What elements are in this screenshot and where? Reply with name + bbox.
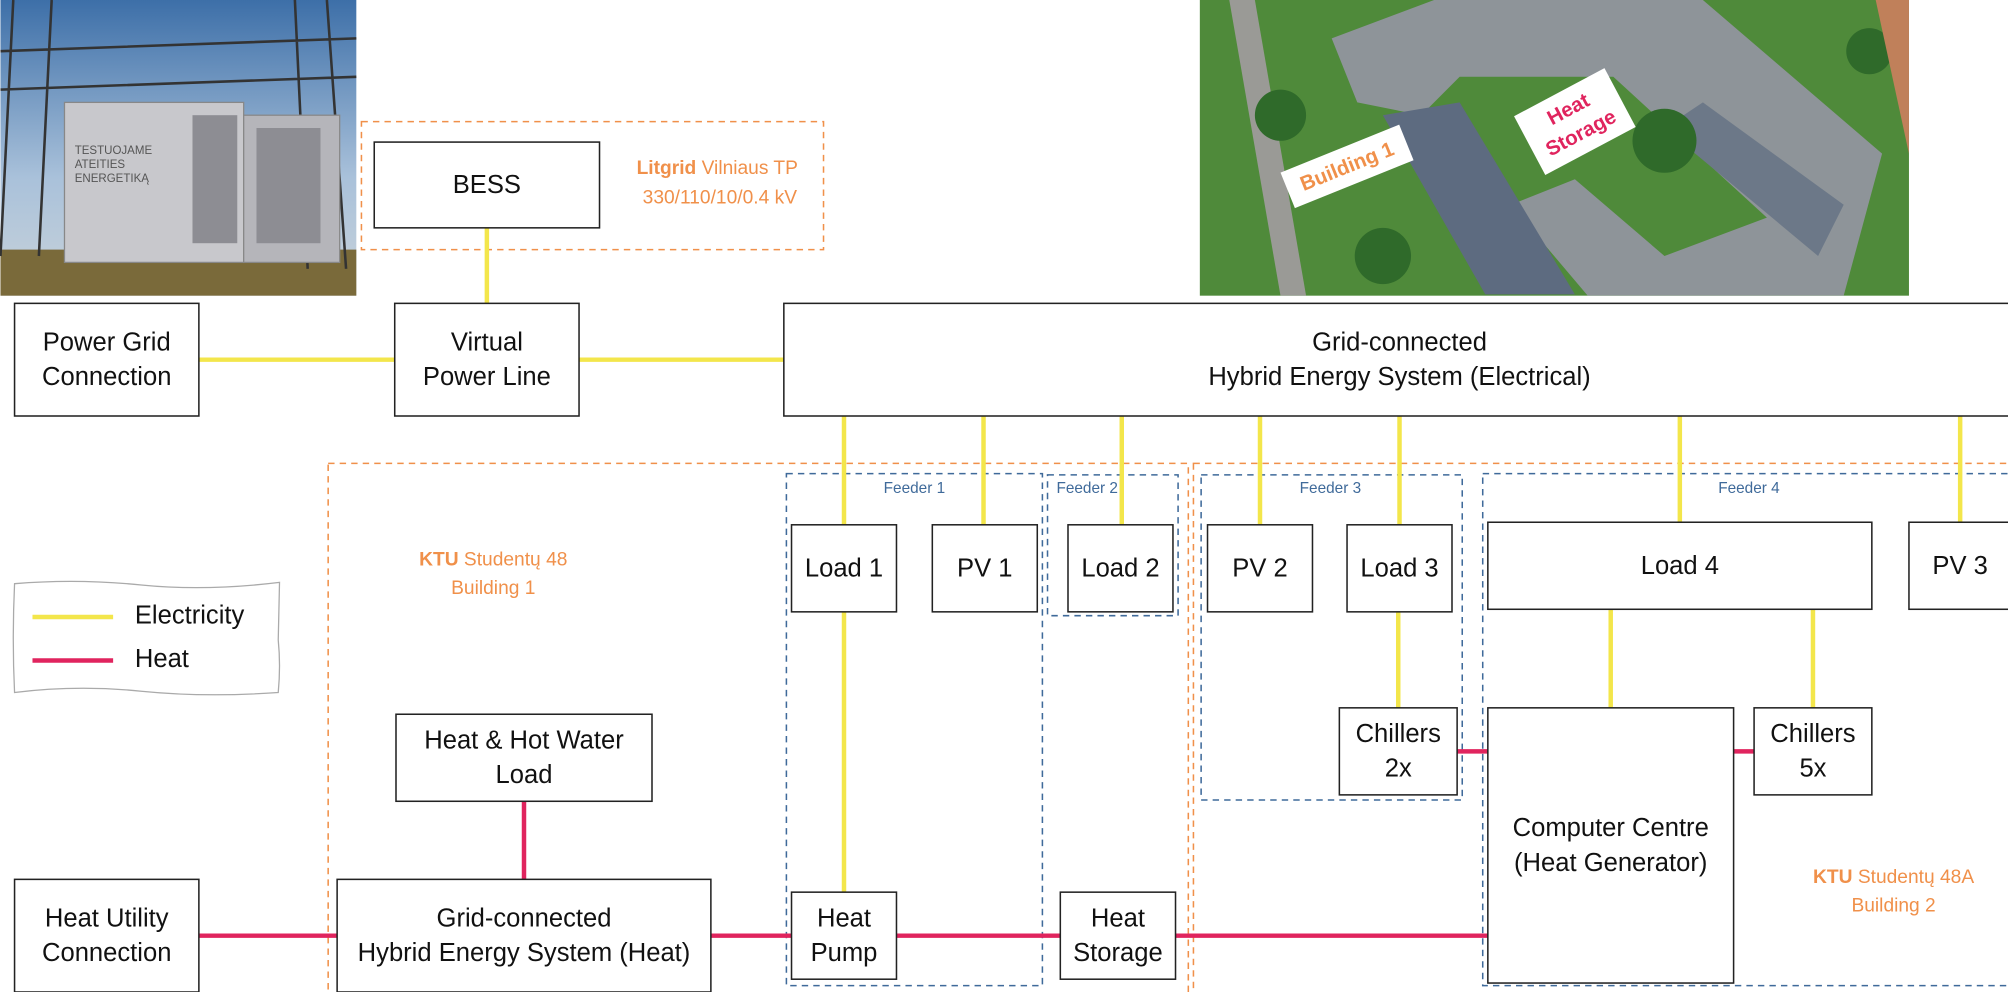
node-box xyxy=(931,524,1039,613)
node-label: Grid-connected xyxy=(437,904,612,932)
node-box xyxy=(13,302,200,417)
node-box xyxy=(336,878,712,993)
node-box xyxy=(790,524,898,613)
node-box xyxy=(1338,707,1458,796)
node-box xyxy=(1059,891,1177,980)
heat-lines xyxy=(198,749,1755,938)
node-box xyxy=(395,713,653,803)
region-label: KTU Studentų 48A xyxy=(1813,867,1974,888)
feeder-border xyxy=(1200,474,1464,801)
node-label: PV 3 xyxy=(1932,552,1987,580)
aerial-photo: Building 1 Heat Storage xyxy=(1199,0,1909,296)
photo-text: ATEITIES xyxy=(75,159,126,171)
node-box xyxy=(1487,707,1735,984)
node-label: Computer Centre xyxy=(1513,814,1709,842)
node-label: BESS xyxy=(453,171,521,199)
node-box xyxy=(1067,524,1174,613)
node-box xyxy=(1206,524,1314,613)
node-label: Pump xyxy=(811,939,878,967)
legend: Electricity Heat xyxy=(12,580,281,696)
feeder-label: Feeder 2 xyxy=(1056,480,1117,497)
node-label: Load 1 xyxy=(805,554,883,582)
node-label: Hybrid Energy System (Electrical) xyxy=(1208,363,1590,391)
node-label: PV 1 xyxy=(957,554,1012,582)
feeder-label: Feeder 1 xyxy=(884,480,945,497)
node-label: Heat xyxy=(1091,904,1145,932)
node-label: Power Line xyxy=(423,363,551,391)
region-border xyxy=(360,120,825,251)
node-label: 2x xyxy=(1385,755,1412,783)
region-border xyxy=(1192,462,2008,997)
region-border xyxy=(327,462,1190,997)
node-label: Load 4 xyxy=(1641,552,1719,580)
node-label: Heat xyxy=(817,904,871,932)
node-label: Load xyxy=(496,761,553,789)
node-label: Storage xyxy=(1073,939,1163,967)
node-box xyxy=(1908,521,2008,611)
node-label: Load 2 xyxy=(1081,554,1159,582)
node-box xyxy=(393,302,580,417)
node-label: Hybrid Energy System (Heat) xyxy=(358,939,691,967)
node-label: PV 2 xyxy=(1232,554,1287,582)
node-label: (Heat Generator) xyxy=(1514,849,1707,877)
node-box xyxy=(13,878,200,993)
node-box xyxy=(1487,521,1873,611)
node-label: Chillers xyxy=(1356,720,1441,748)
region-label: Litgrid Vilniaus TP xyxy=(637,158,798,179)
electric-lines xyxy=(198,227,1963,893)
feeder-border xyxy=(1481,472,2008,987)
node-label: Chillers xyxy=(1770,720,1855,748)
photo-text: ENERGETIKĄ xyxy=(75,173,150,185)
node-label: Virtual xyxy=(451,328,523,356)
node-box xyxy=(790,891,898,980)
node-box xyxy=(373,141,601,229)
feeder-label: Feeder 3 xyxy=(1300,480,1361,497)
node-box xyxy=(1346,524,1453,613)
feeder-label: Feeder 4 xyxy=(1718,480,1780,497)
legend-label: Electricity xyxy=(135,602,245,630)
nodes: BESS Power Grid Connection Virtual Power Lin… xyxy=(13,141,2008,993)
node-label: Grid-connected xyxy=(1312,328,1487,356)
feeder-border xyxy=(785,472,1044,987)
region-label: 330/110/10/0.4 kV xyxy=(643,187,798,208)
legend-label: Heat xyxy=(135,645,189,673)
node-label: Heat Utility xyxy=(45,904,169,932)
region-label: Building 1 xyxy=(451,578,535,599)
node-box xyxy=(783,302,2008,417)
node-label: Connection xyxy=(42,363,171,391)
region-label: Building 2 xyxy=(1851,895,1935,916)
bess-photo: TESTUOJAME ATEITIES ENERGETIKĄ xyxy=(0,0,357,296)
node-label: 5x xyxy=(1799,755,1826,783)
node-label: Power Grid xyxy=(43,328,171,356)
node-label: Heat & Hot Water xyxy=(424,727,624,755)
node-label: Connection xyxy=(42,939,171,967)
region-label: KTU Studentų 48 xyxy=(419,550,567,571)
node-box xyxy=(1753,707,1873,796)
photo-text: TESTUOJAME xyxy=(75,145,153,157)
node-label: Load 3 xyxy=(1360,554,1438,582)
